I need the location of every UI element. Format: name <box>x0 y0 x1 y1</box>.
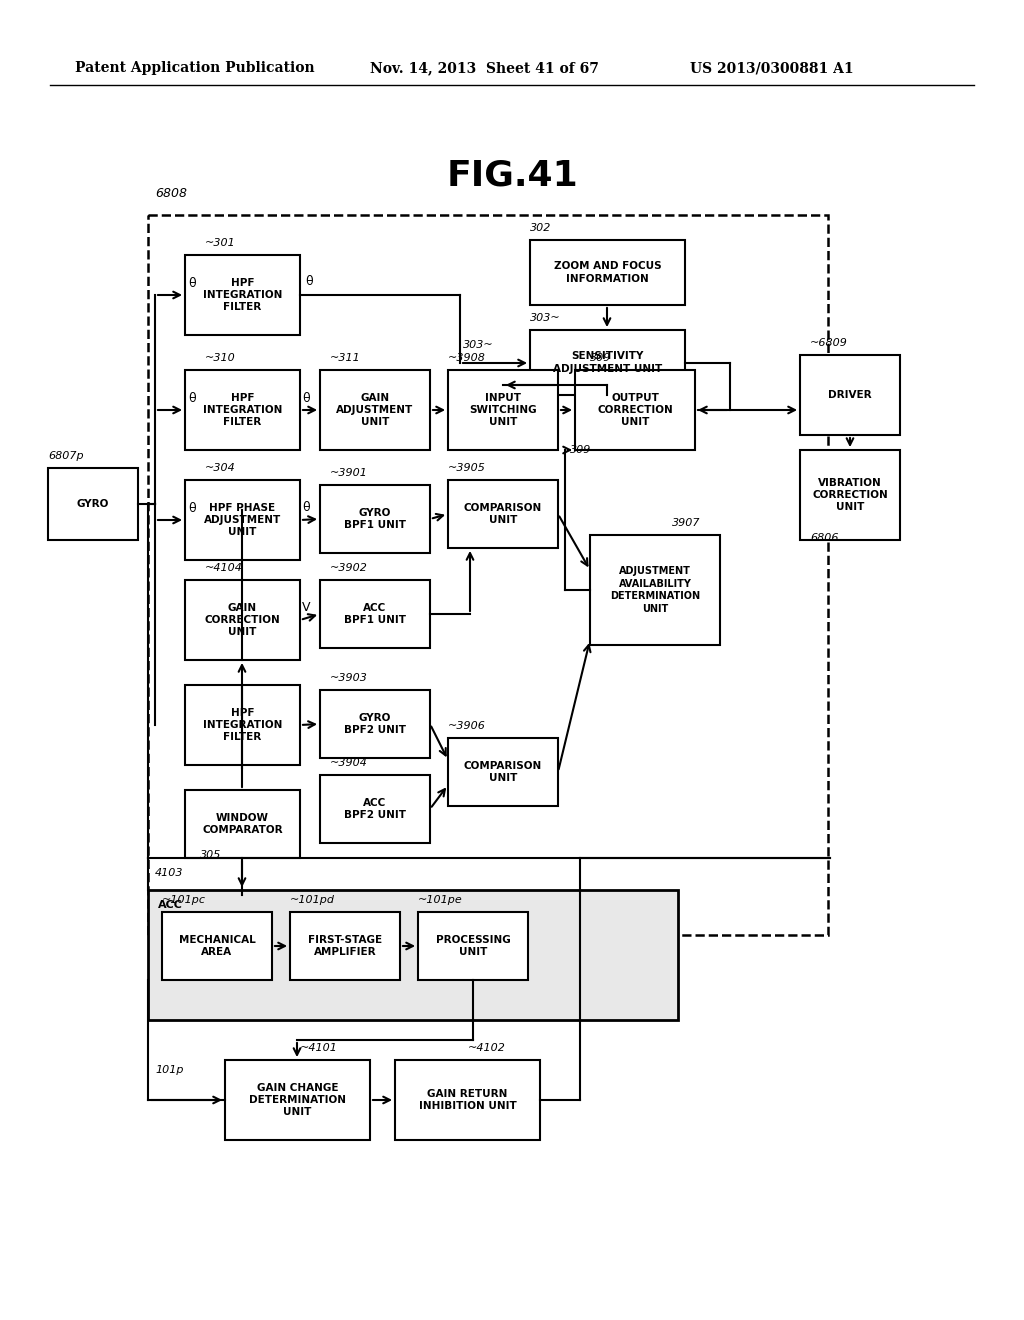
Text: 303~: 303~ <box>530 313 561 323</box>
Text: PROCESSING
UNIT: PROCESSING UNIT <box>435 935 510 957</box>
Text: 6807p: 6807p <box>48 451 84 461</box>
Text: HPF PHASE
ADJUSTMENT
UNIT: HPF PHASE ADJUSTMENT UNIT <box>204 503 282 537</box>
FancyBboxPatch shape <box>148 890 678 1020</box>
FancyBboxPatch shape <box>449 738 558 807</box>
FancyBboxPatch shape <box>575 370 695 450</box>
Text: 309: 309 <box>590 352 611 363</box>
FancyBboxPatch shape <box>48 469 138 540</box>
Text: ADJUSTMENT
AVAILABILITY
DETERMINATION
UNIT: ADJUSTMENT AVAILABILITY DETERMINATION UN… <box>610 566 700 614</box>
FancyBboxPatch shape <box>319 775 430 843</box>
Text: θ: θ <box>302 502 309 513</box>
FancyBboxPatch shape <box>185 579 300 660</box>
Text: 305: 305 <box>200 850 221 861</box>
FancyBboxPatch shape <box>449 480 558 548</box>
Text: OUTPUT
CORRECTION
UNIT: OUTPUT CORRECTION UNIT <box>597 392 673 428</box>
Text: COMPARISON
UNIT: COMPARISON UNIT <box>464 760 542 783</box>
Text: GAIN
ADJUSTMENT
UNIT: GAIN ADJUSTMENT UNIT <box>336 392 414 428</box>
FancyBboxPatch shape <box>449 370 558 450</box>
Text: WINDOW
COMPARATOR: WINDOW COMPARATOR <box>202 813 283 836</box>
Text: 302: 302 <box>530 223 551 234</box>
Text: 4103: 4103 <box>155 869 183 878</box>
FancyBboxPatch shape <box>319 484 430 553</box>
FancyBboxPatch shape <box>530 240 685 305</box>
Text: ~101pe: ~101pe <box>418 895 463 906</box>
Text: GAIN RETURN
INHIBITION UNIT: GAIN RETURN INHIBITION UNIT <box>419 1089 516 1111</box>
FancyBboxPatch shape <box>185 685 300 766</box>
Text: US 2013/0300881 A1: US 2013/0300881 A1 <box>690 61 854 75</box>
Text: HPF
INTEGRATION
FILTER: HPF INTEGRATION FILTER <box>203 392 283 428</box>
Text: HPF
INTEGRATION
FILTER: HPF INTEGRATION FILTER <box>203 708 283 742</box>
Text: 6806: 6806 <box>810 533 839 543</box>
Text: 3907: 3907 <box>672 517 700 528</box>
Text: FIG.41: FIG.41 <box>446 158 578 191</box>
Text: ~310: ~310 <box>205 352 236 363</box>
Text: θ: θ <box>302 392 309 405</box>
Text: Patent Application Publication: Patent Application Publication <box>75 61 314 75</box>
Text: ~3905: ~3905 <box>449 463 485 473</box>
FancyBboxPatch shape <box>162 912 272 979</box>
Text: ~3906: ~3906 <box>449 721 485 731</box>
FancyBboxPatch shape <box>530 330 685 395</box>
Text: COMPARISON
UNIT: COMPARISON UNIT <box>464 503 542 525</box>
FancyBboxPatch shape <box>319 579 430 648</box>
Text: GYRO
BPF1 UNIT: GYRO BPF1 UNIT <box>344 508 406 531</box>
FancyBboxPatch shape <box>185 789 300 858</box>
Text: DRIVER: DRIVER <box>828 389 871 400</box>
Text: ACC: ACC <box>158 900 183 909</box>
Text: ~101pd: ~101pd <box>290 895 335 906</box>
Text: ~3904: ~3904 <box>330 758 368 768</box>
FancyBboxPatch shape <box>319 690 430 758</box>
Text: ~101pc: ~101pc <box>162 895 206 906</box>
Text: ~6809: ~6809 <box>810 338 848 348</box>
Text: ~3902: ~3902 <box>330 564 368 573</box>
Text: ~3901: ~3901 <box>330 469 368 478</box>
Text: θ: θ <box>188 277 196 290</box>
FancyBboxPatch shape <box>225 1060 370 1140</box>
Text: ~301: ~301 <box>205 238 236 248</box>
FancyBboxPatch shape <box>418 912 528 979</box>
Text: ACC
BPF1 UNIT: ACC BPF1 UNIT <box>344 603 406 626</box>
Text: GAIN
CORRECTION
UNIT: GAIN CORRECTION UNIT <box>205 603 281 638</box>
Text: HPF
INTEGRATION
FILTER: HPF INTEGRATION FILTER <box>203 277 283 313</box>
Text: 6808: 6808 <box>155 187 187 201</box>
FancyBboxPatch shape <box>185 370 300 450</box>
Text: θ: θ <box>188 502 196 515</box>
Text: ~3908: ~3908 <box>449 352 485 363</box>
Text: θ: θ <box>305 275 312 288</box>
Text: Nov. 14, 2013  Sheet 41 of 67: Nov. 14, 2013 Sheet 41 of 67 <box>370 61 599 75</box>
Text: MECHANICAL
AREA: MECHANICAL AREA <box>178 935 255 957</box>
Text: ACC
BPF2 UNIT: ACC BPF2 UNIT <box>344 797 406 820</box>
Text: V: V <box>302 601 310 614</box>
Text: SENSITIVITY
ADJUSTMENT UNIT: SENSITIVITY ADJUSTMENT UNIT <box>553 351 663 374</box>
Text: GYRO
BPF2 UNIT: GYRO BPF2 UNIT <box>344 713 406 735</box>
FancyBboxPatch shape <box>395 1060 540 1140</box>
FancyBboxPatch shape <box>590 535 720 645</box>
Text: ~4104: ~4104 <box>205 564 243 573</box>
Text: 309: 309 <box>570 445 592 455</box>
Text: θ: θ <box>188 392 196 405</box>
FancyBboxPatch shape <box>319 370 430 450</box>
FancyBboxPatch shape <box>800 450 900 540</box>
Text: VIBRATION
CORRECTION
UNIT: VIBRATION CORRECTION UNIT <box>812 478 888 512</box>
Text: 303~: 303~ <box>463 341 494 350</box>
FancyBboxPatch shape <box>800 355 900 436</box>
FancyBboxPatch shape <box>185 255 300 335</box>
Text: ~3903: ~3903 <box>330 673 368 682</box>
FancyBboxPatch shape <box>185 480 300 560</box>
Text: ~304: ~304 <box>205 463 236 473</box>
FancyBboxPatch shape <box>290 912 400 979</box>
Text: GYRO: GYRO <box>77 499 110 510</box>
Text: ~4101: ~4101 <box>300 1043 338 1053</box>
Text: ~4102: ~4102 <box>468 1043 506 1053</box>
Text: INPUT
SWITCHING
UNIT: INPUT SWITCHING UNIT <box>469 392 537 428</box>
Text: ~311: ~311 <box>330 352 360 363</box>
Text: ZOOM AND FOCUS
INFORMATION: ZOOM AND FOCUS INFORMATION <box>554 261 662 284</box>
Text: GAIN CHANGE
DETERMINATION
UNIT: GAIN CHANGE DETERMINATION UNIT <box>249 1082 346 1118</box>
Text: FIRST-STAGE
AMPLIFIER: FIRST-STAGE AMPLIFIER <box>308 935 382 957</box>
Text: 101p: 101p <box>155 1065 183 1074</box>
